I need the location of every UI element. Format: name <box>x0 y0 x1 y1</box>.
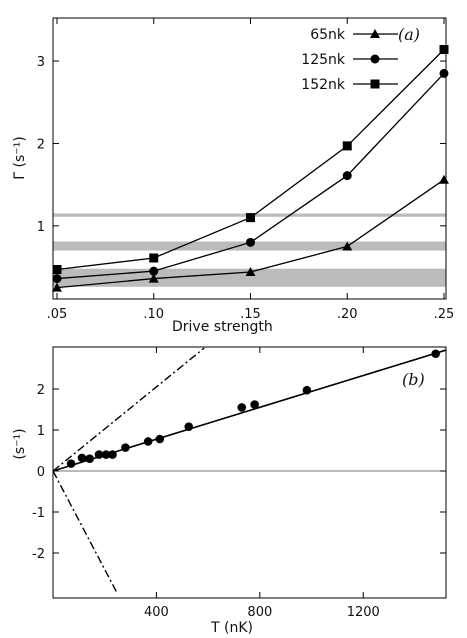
data-point-9 <box>184 422 194 432</box>
y-tick-label-2: 3 <box>37 55 45 70</box>
panel-b-points <box>66 349 440 468</box>
data-point-7 <box>143 437 153 446</box>
x-tick-label-0: .05 <box>47 307 68 322</box>
legend-marker-0 <box>370 29 380 38</box>
panel-b: 400 800 1200 -2 -1 0 1 2 (b) T (nK) (s⁻¹) <box>12 346 447 636</box>
x-tick-label-0: 400 <box>144 605 169 620</box>
y-tick-label-1: -1 <box>32 506 45 521</box>
x-tick-label-2: .15 <box>240 307 261 322</box>
panel-a-legend: 65nk 125nk 152nk <box>301 27 398 93</box>
y-tick-label-0: 1 <box>37 220 45 235</box>
panel-b-xlabel: T (nK) <box>210 620 253 636</box>
data-point-1 <box>77 453 87 463</box>
x-tick-label-1: .10 <box>143 307 164 322</box>
series-0-point-4 <box>439 174 449 184</box>
panel-b-frame <box>52 346 447 599</box>
x-tick-label-3: .20 <box>337 307 358 322</box>
panel-a-series-lines <box>52 45 449 292</box>
data-point-8 <box>155 434 165 444</box>
panel-a-label: (a) <box>398 25 420 44</box>
panel-b-lines <box>52 347 447 595</box>
data-point-10 <box>237 403 247 412</box>
x-tick-label-1: 800 <box>247 605 272 620</box>
x-tick-label-4: .25 <box>434 307 455 322</box>
legend-label-0: 65nk <box>310 27 346 43</box>
bound-line-1 <box>52 470 119 595</box>
data-point-13 <box>431 349 440 359</box>
series-2-point-4 <box>439 45 449 55</box>
series-line-2 <box>56 49 445 271</box>
series-1-point-4 <box>439 68 449 78</box>
data-point-2 <box>85 454 95 464</box>
series-1-point-0 <box>52 274 62 284</box>
panel-b-ticks: 400 800 1200 -2 -1 0 1 2 <box>32 347 446 620</box>
panel-a-ticks: .05 .10 .15 .20 .25 1 2 3 <box>37 18 455 322</box>
series-2-point-3 <box>342 141 352 151</box>
data-point-11 <box>250 400 259 409</box>
data-point-4 <box>101 450 111 459</box>
data-point-3 <box>94 450 104 459</box>
series-1-point-3 <box>342 171 352 181</box>
series-0-point-3 <box>342 241 353 251</box>
series-2-point-1 <box>149 253 159 263</box>
data-point-12 <box>302 385 312 395</box>
y-tick-label-0: -2 <box>32 547 45 562</box>
panel-a-frame <box>52 17 447 300</box>
panel-a-ylabel: Γ (s⁻¹) <box>12 136 28 179</box>
legend-label-2: 152nk <box>301 77 346 93</box>
legend-label-1: 125nk <box>301 52 346 68</box>
series-1-point-2 <box>246 237 255 247</box>
x-tick-label-2: 1200 <box>347 605 380 620</box>
legend-marker-2 <box>370 79 380 89</box>
series-1-point-1 <box>149 266 159 276</box>
y-tick-label-3: 1 <box>37 424 45 439</box>
panel-a: .05 .10 .15 .20 .25 1 2 3 65nk 125nk 152nk (a) Dr… <box>12 17 455 335</box>
data-point-0 <box>66 459 76 468</box>
series-0-point-1 <box>148 273 159 283</box>
series-2-point-0 <box>52 265 62 275</box>
legend-marker-1 <box>370 54 380 64</box>
panel-b-ylabel: (s⁻¹) <box>12 428 28 459</box>
fit-line <box>52 349 447 472</box>
panel-b-label: (b) <box>402 370 425 389</box>
y-tick-label-4: 2 <box>37 383 45 398</box>
series-2-point-2 <box>246 213 255 223</box>
data-point-6 <box>121 443 130 452</box>
bound-line-0 <box>52 347 205 472</box>
series-0-point-0 <box>52 282 62 292</box>
panel-a-xlabel: Drive strength <box>172 319 273 335</box>
data-point-5 <box>108 450 117 459</box>
y-tick-label-1: 2 <box>37 137 45 152</box>
y-tick-label-2: 0 <box>37 465 45 480</box>
series-0-point-2 <box>245 266 256 276</box>
